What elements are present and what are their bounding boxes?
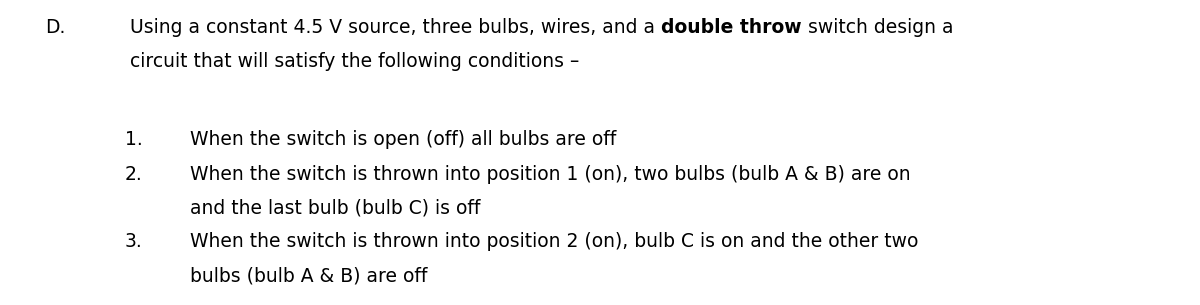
Text: 3.: 3. [125,232,143,251]
Text: 1.: 1. [125,130,143,149]
Text: double throw: double throw [661,18,802,37]
Text: When the switch is thrown into position 1 (on), two bulbs (bulb A & B) are on: When the switch is thrown into position … [190,165,911,184]
Text: When the switch is open (off) all bulbs are off: When the switch is open (off) all bulbs … [190,130,617,149]
Text: 2.: 2. [125,165,143,184]
Text: When the switch is thrown into position 2 (on), bulb C is on and the other two: When the switch is thrown into position … [190,232,918,251]
Text: switch design a: switch design a [802,18,953,37]
Text: Using a constant 4.5 V source, three bulbs, wires, and a: Using a constant 4.5 V source, three bul… [130,18,661,37]
Text: circuit that will satisfy the following conditions –: circuit that will satisfy the following … [130,52,580,71]
Text: bulbs (bulb A & B) are off: bulbs (bulb A & B) are off [190,266,427,285]
Text: D.: D. [46,18,65,37]
Text: and the last bulb (bulb C) is off: and the last bulb (bulb C) is off [190,199,480,218]
